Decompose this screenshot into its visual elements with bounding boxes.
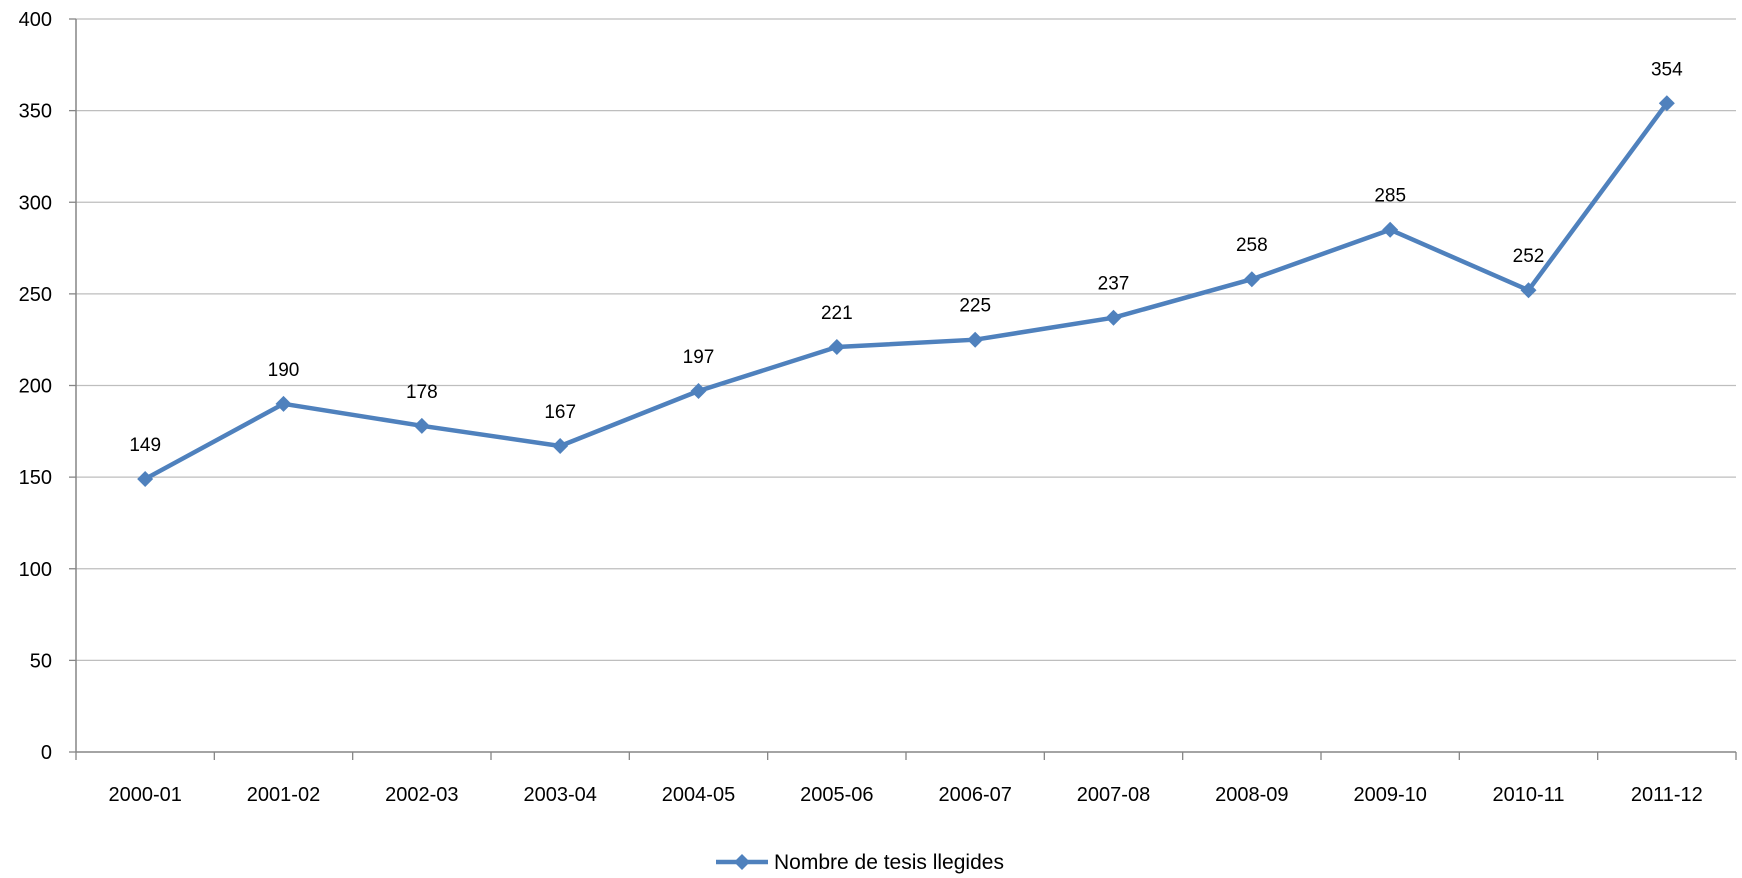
y-tick-label: 0: [41, 742, 52, 764]
y-tick-label: 100: [19, 559, 52, 581]
data-point-marker: [967, 331, 984, 348]
data-label: 149: [129, 435, 161, 456]
y-tick-label: 250: [19, 284, 52, 306]
data-point-marker: [413, 417, 430, 434]
x-tick-label: 2004-05: [662, 784, 735, 806]
x-tick-label: 2008-09: [1215, 784, 1288, 806]
legend-series-label: Nombre de tesis llegides: [774, 851, 1004, 874]
data-point-marker: [690, 382, 707, 399]
data-label: 285: [1374, 186, 1406, 207]
series-line: [142, 101, 1670, 482]
data-point-marker: [1520, 282, 1537, 299]
data-label: 167: [544, 402, 576, 423]
data-point-marker: [137, 470, 154, 487]
y-tick-label: 400: [19, 9, 52, 31]
data-point-marker: [828, 339, 845, 356]
x-tick-label: 2003-04: [523, 784, 596, 806]
data-point-marker: [1105, 309, 1122, 326]
data-point-marker: [1243, 271, 1260, 288]
axes: [69, 18, 1737, 760]
x-tick-label: 2000-01: [108, 784, 181, 806]
legend-marker-swatch: [734, 854, 750, 870]
x-tick-label: 2006-07: [938, 784, 1011, 806]
data-label: 258: [1236, 235, 1268, 256]
y-tick-label: 300: [19, 192, 52, 214]
gridlines: [76, 18, 1736, 662]
data-label: 354: [1651, 59, 1683, 80]
data-label: 252: [1513, 246, 1545, 267]
x-tick-label: 2011-12: [1631, 784, 1703, 806]
x-tick-label: 2009-10: [1353, 784, 1426, 806]
legend: Nombre de tesis llegides: [716, 851, 1004, 874]
data-label: 225: [959, 296, 991, 317]
y-tick-label: 150: [19, 467, 52, 489]
x-tick-label: 2001-02: [247, 784, 320, 806]
data-label: 237: [1098, 274, 1130, 295]
data-point-marker: [552, 437, 569, 454]
x-tick-label: 2002-03: [385, 784, 458, 806]
data-labels: 149 190 178 167 197 221 225 237 258 285 252 354: [129, 59, 1683, 456]
data-label: 178: [406, 382, 438, 403]
data-point-marker: [1658, 95, 1675, 112]
data-point-marker: [275, 395, 292, 412]
x-tick-label: 2010-11: [1493, 784, 1565, 806]
x-tick-label: 2007-08: [1077, 784, 1150, 806]
data-label: 190: [268, 360, 300, 381]
data-label: 197: [683, 347, 715, 368]
x-tick-labels: 2000-01 2001-02 2002-03 2003-04 2004-05 2005-…: [108, 784, 1702, 806]
y-tick-label: 50: [30, 650, 52, 672]
y-tick-label: 350: [19, 101, 52, 123]
x-tick-label: 2005-06: [800, 784, 873, 806]
y-tick-labels: 0 50 100 150 200 250 300 350 400: [19, 9, 52, 764]
data-point-marker: [1382, 221, 1399, 238]
series: [137, 95, 1675, 487]
y-tick-label: 200: [19, 376, 52, 398]
data-label: 221: [821, 303, 853, 324]
